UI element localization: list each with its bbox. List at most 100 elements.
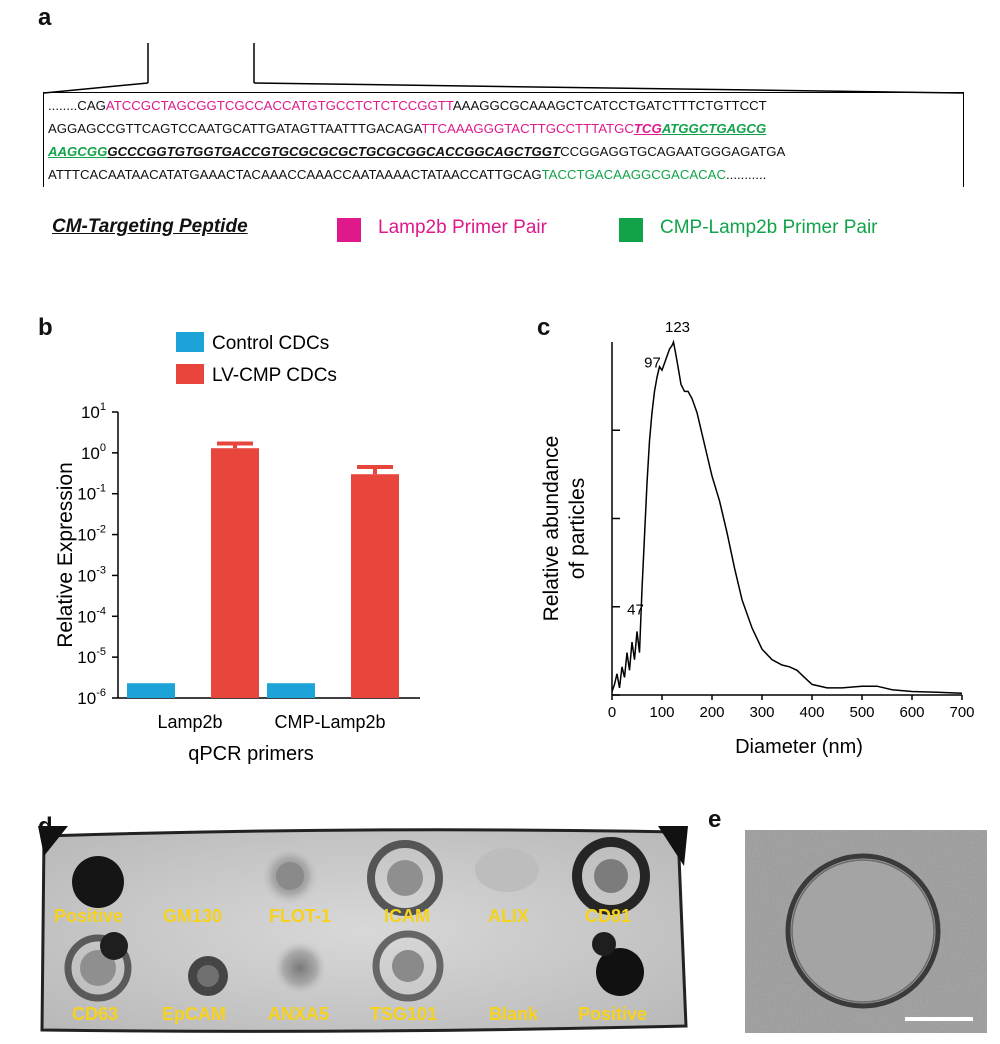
domain-tm-label: TM bbox=[788, 51, 820, 74]
seq-l1-a: ........CAG bbox=[48, 98, 106, 113]
peak-annotation: 97 bbox=[644, 354, 661, 371]
dot-positive-1 bbox=[72, 856, 124, 908]
x-tick-label-c: 0 bbox=[608, 704, 616, 721]
domain-cm-tp: CM-TP bbox=[148, 43, 254, 83]
domain-cm-tp-label: CM-TP bbox=[167, 51, 235, 74]
blot-label-epcam: EpCAM bbox=[162, 1004, 226, 1024]
seq-l1-b: ATCCGCTAGCGGTCGCCACCATGTGCCTCTCTCCGGTT bbox=[105, 98, 453, 113]
y-tick-base: 10 bbox=[77, 566, 96, 585]
domain-nt-label: NT bbox=[488, 51, 517, 74]
y-tick-base: 10 bbox=[77, 526, 96, 545]
seq-l1-c: AAAGGCGCAAAGCTCATCCTGATCTTTCTGTTCCT bbox=[452, 98, 767, 113]
domain-ct: CT bbox=[857, 43, 964, 83]
dot-cd81 bbox=[572, 837, 650, 915]
seq-l2-b: TTCAAAGGGTACTTGCCTTTATGC bbox=[421, 121, 634, 136]
domain-nt: NT bbox=[254, 43, 751, 83]
y-tick-exponent: -1 bbox=[96, 483, 106, 495]
seq-l4-c: ........... bbox=[726, 167, 767, 182]
y-tick-base: 10 bbox=[77, 689, 96, 708]
legend-label-b: LV-CMP CDCs bbox=[212, 365, 337, 386]
sequence-line-3: AAGCGGGCCCGGTGTGGTGACCGTGCGCGCGCTGCGCGGC… bbox=[48, 143, 785, 161]
bar-lv-cmp-cdcs bbox=[211, 448, 259, 698]
x-tick-label-c: 600 bbox=[899, 704, 924, 721]
blot-label-positive-1: Positive bbox=[54, 906, 124, 926]
legend-cmp-lamp2b-label: CMP-Lamp2b Primer Pair bbox=[660, 217, 878, 238]
seq-l2-a: AGGAGCCGTTCAGTCCAATGCATTGATAGTTAATTTGACA… bbox=[48, 121, 422, 136]
legend-swatch-b bbox=[176, 332, 204, 352]
blot-label-tsg101: TSG101 bbox=[370, 1004, 438, 1024]
legend-lamp2b-label: Lamp2b Primer Pair bbox=[378, 217, 547, 238]
y-tick-label-b: 101 bbox=[81, 401, 106, 422]
y-tick-label-b: 10-1 bbox=[77, 483, 106, 504]
blot-label-icam: ICAM bbox=[384, 906, 430, 926]
y-tick-exponent: -2 bbox=[96, 524, 106, 536]
seq-l2-d: ATGGCTGAGCG bbox=[661, 121, 767, 136]
blot-label-alix: ALIX bbox=[488, 906, 530, 926]
sequence-line-4: ATTTCACAATAACATATGAAACTACAAACCAAACCAATAA… bbox=[48, 166, 766, 184]
y-tick-exponent: -5 bbox=[96, 646, 106, 658]
y-tick-base: 10 bbox=[77, 607, 96, 626]
tem-image bbox=[745, 830, 987, 1033]
y-tick-base: 10 bbox=[81, 444, 100, 463]
panel-e-letter: e bbox=[708, 806, 722, 833]
y-tick-label-b: 10-3 bbox=[77, 564, 106, 585]
y-tick-label-b: 10-2 bbox=[77, 524, 106, 545]
dot-icam bbox=[367, 840, 443, 916]
sequence-box bbox=[43, 92, 964, 187]
y-tick-base: 10 bbox=[77, 648, 96, 667]
legend-lamp2b-swatch bbox=[337, 218, 361, 242]
domain-connector-lines bbox=[43, 43, 964, 94]
y-tick-exponent: 0 bbox=[100, 442, 106, 454]
y-tick-exponent: 1 bbox=[100, 401, 106, 413]
domain-sp: SP bbox=[40, 43, 148, 83]
y-tick-base: 10 bbox=[77, 485, 96, 504]
domain-ct-label: CT bbox=[896, 51, 925, 74]
legend-cmp-lamp2b-swatch bbox=[619, 218, 643, 242]
legend-cm-targeting-peptide: CM-Targeting Peptide bbox=[52, 216, 248, 237]
line-chart-particle-size: 0 100 200 300 400 500 600 700 47 97 123 Diameter (n… bbox=[540, 319, 975, 758]
seq-l4-a: ATTTCACAATAACATATGAAACTACAAACCAAACCAATAA… bbox=[48, 167, 542, 182]
seq-l3-a: AAGCGG bbox=[48, 144, 108, 159]
y-tick-label-b: 100 bbox=[81, 442, 106, 463]
y-tick-exponent: -6 bbox=[96, 687, 106, 699]
panel-b-letter: b bbox=[38, 314, 53, 341]
y-tick-exponent: -3 bbox=[96, 564, 106, 576]
blot-label-blank: Blank bbox=[489, 1004, 539, 1024]
bar-lv-cmp-cdcs bbox=[351, 474, 399, 698]
y-axis-title-b: Relative Expression bbox=[54, 462, 77, 648]
x-tick-label-b: CMP-Lamp2b bbox=[274, 712, 385, 732]
y-tick-base: 10 bbox=[81, 403, 100, 422]
dot-blot-image bbox=[38, 826, 688, 1033]
x-tick-label-c: 100 bbox=[649, 704, 674, 721]
sequence-line-2: AGGAGCCGTTCAGTCCAATGCATTGATAGTTAATTTGACA… bbox=[48, 120, 766, 138]
peak-annotation: 123 bbox=[665, 319, 690, 336]
blot-label-anxa5: ANXA5 bbox=[268, 1004, 330, 1024]
dot-positive-2 bbox=[596, 948, 644, 996]
y-tick-exponent: -4 bbox=[96, 605, 106, 617]
tem-micrograph bbox=[745, 830, 987, 1033]
x-tick-label-c: 300 bbox=[749, 704, 774, 721]
y-axis-title-c-line1: Relative abundance bbox=[540, 436, 563, 622]
blot-label-gm130: GM130 bbox=[163, 906, 223, 926]
blot-label-positive-2: Positive bbox=[578, 1004, 648, 1024]
dot-anxa5 bbox=[272, 940, 328, 996]
y-axis-title-c-line2: of particles bbox=[566, 478, 589, 580]
bar-control-cdcs bbox=[127, 683, 175, 698]
blot-label-cd63: CD63 bbox=[72, 1004, 119, 1024]
blot-label-cd81: CD81 bbox=[585, 906, 632, 926]
legend-swatch-b bbox=[176, 364, 204, 384]
panel-a-letter: a bbox=[38, 4, 52, 31]
x-axis-title-b: qPCR primers bbox=[188, 743, 314, 765]
y-tick-label-b: 10-4 bbox=[77, 605, 106, 626]
y-tick-label-b: 10-6 bbox=[77, 687, 106, 708]
x-tick-label-c: 400 bbox=[799, 704, 824, 721]
domain-tm: TM bbox=[751, 43, 857, 83]
size-distribution-line bbox=[611, 339, 963, 694]
bar-control-cdcs bbox=[267, 683, 315, 698]
seq-l4-b: TACCTGACAAGGCGACACAC bbox=[541, 167, 726, 182]
x-tick-label-c: 700 bbox=[949, 704, 974, 721]
peak-annotation: 47 bbox=[627, 601, 644, 618]
panel-c-letter: c bbox=[537, 314, 551, 341]
dot-cd63 bbox=[64, 934, 132, 1002]
